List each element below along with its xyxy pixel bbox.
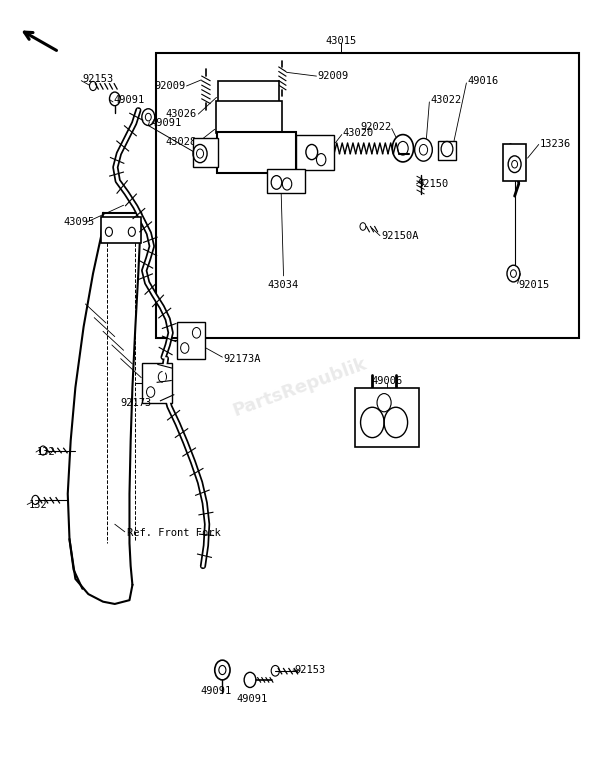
Text: PartsRepublik: PartsRepublik	[230, 355, 370, 420]
Text: 43095: 43095	[64, 217, 95, 227]
Text: 92150: 92150	[418, 179, 449, 189]
FancyBboxPatch shape	[296, 136, 334, 170]
FancyBboxPatch shape	[217, 132, 296, 174]
FancyBboxPatch shape	[193, 139, 218, 167]
Text: 43028: 43028	[166, 137, 197, 147]
Text: 43026: 43026	[166, 109, 197, 119]
FancyBboxPatch shape	[267, 169, 305, 193]
Text: 43015: 43015	[326, 36, 357, 46]
Text: 43034: 43034	[268, 280, 299, 290]
FancyBboxPatch shape	[216, 102, 282, 133]
Text: 49091: 49091	[201, 687, 232, 696]
FancyBboxPatch shape	[438, 140, 456, 160]
Text: Ref. Front Fork: Ref. Front Fork	[127, 529, 220, 539]
FancyBboxPatch shape	[142, 363, 172, 403]
Text: 49091: 49091	[150, 119, 181, 128]
Text: 92153: 92153	[82, 74, 113, 84]
Text: 13236: 13236	[540, 140, 571, 150]
Text: 92022: 92022	[360, 122, 391, 132]
Text: 92009: 92009	[317, 71, 349, 81]
FancyBboxPatch shape	[503, 144, 526, 181]
Text: 92150A: 92150A	[381, 231, 419, 240]
FancyBboxPatch shape	[355, 388, 419, 446]
Text: 43020: 43020	[343, 128, 374, 138]
Text: 92173: 92173	[121, 398, 152, 408]
FancyBboxPatch shape	[101, 217, 141, 243]
Text: 132: 132	[37, 447, 56, 457]
Text: 49006: 49006	[371, 377, 403, 387]
Text: 49016: 49016	[467, 77, 499, 87]
Text: 132: 132	[28, 500, 47, 510]
FancyBboxPatch shape	[218, 81, 280, 102]
Text: 49091: 49091	[113, 95, 145, 105]
Text: 49091: 49091	[236, 694, 268, 704]
Text: 92009: 92009	[154, 81, 185, 91]
Text: 92153: 92153	[294, 665, 325, 675]
Text: 92173A: 92173A	[224, 353, 261, 363]
FancyBboxPatch shape	[176, 322, 205, 359]
Text: 92015: 92015	[519, 280, 550, 290]
Text: 43022: 43022	[431, 95, 462, 105]
